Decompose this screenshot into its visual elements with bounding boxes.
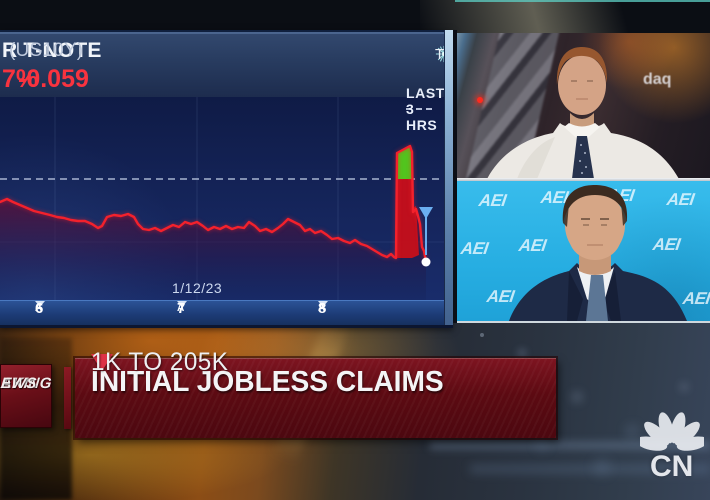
- tick-hour: 7: [177, 300, 186, 317]
- change-percent: 7%: [2, 65, 39, 93]
- badge-text-line: EWS: [0, 375, 38, 392]
- city-lights: [480, 333, 484, 337]
- instrument-symbol: (US10Y): [9, 40, 84, 61]
- blue-streak: [470, 465, 710, 473]
- panel-gap: [453, 30, 457, 323]
- banner-left-bevel: [64, 367, 71, 429]
- blue-streak: [430, 441, 710, 450]
- video-guest: AEI AEI AEI AEI AEI AEI AEI AEI AEI AEI …: [457, 181, 710, 323]
- lower-third-banner: INITIAL JOBLESS CLAIMS 1K TO 205K: [75, 348, 556, 438]
- tick-ampm: A: [35, 303, 43, 314]
- bond-chart-panel: R T-NOTE(US10Y) 7%-0.059 Tradeweb: [0, 30, 503, 328]
- peacock-icon: [640, 412, 704, 451]
- tick-hour: 6: [35, 300, 44, 317]
- price-line-chart: [0, 97, 444, 300]
- tick-hour: 8: [318, 300, 327, 317]
- studio-top-band-sheen: [420, 0, 710, 33]
- panel-bevel-edge: [444, 30, 453, 325]
- banner-headline: INITIAL JOBLESS CLAIMS: [91, 366, 444, 398]
- breaking-news-badge: AKING EWS: [0, 364, 53, 428]
- tick-arrow-icon: [177, 301, 187, 307]
- anchor-person: [487, 47, 679, 178]
- down-triangle-icon: [91, 353, 113, 371]
- instrument-name: R T-NOTE: [2, 39, 102, 62]
- teal-edge-line: [455, 0, 710, 2]
- tick-arrow-icon: [35, 301, 45, 307]
- banner-change-text: 1K TO 205K: [91, 347, 229, 376]
- dashed-line-sample-icon: [406, 108, 432, 110]
- tick-ampm: A: [177, 303, 185, 314]
- change-value: -0.059: [18, 65, 89, 93]
- tick-ampm: A: [318, 303, 326, 314]
- range-label: LAST 3 HRS: [406, 85, 445, 133]
- studio-red-light: [477, 97, 483, 103]
- chart-header: R T-NOTE(US10Y) 7%-0.059 Tradeweb: [0, 30, 503, 97]
- cnbc-wordmark: CN: [650, 450, 694, 483]
- video-anchor: daq: [457, 33, 710, 178]
- tick-arrow-icon: [318, 301, 328, 307]
- video-divider: [457, 178, 710, 181]
- date-label: 1/12/23: [172, 280, 223, 296]
- guest-person: [509, 185, 687, 321]
- video-column: daq AEI: [457, 33, 710, 325]
- nasdaq-sign-text: daq: [643, 71, 672, 88]
- cnbc-logo: CN: [614, 406, 710, 500]
- chart-plot-area: LAST 3 HRS 1/12/23: [0, 85, 444, 300]
